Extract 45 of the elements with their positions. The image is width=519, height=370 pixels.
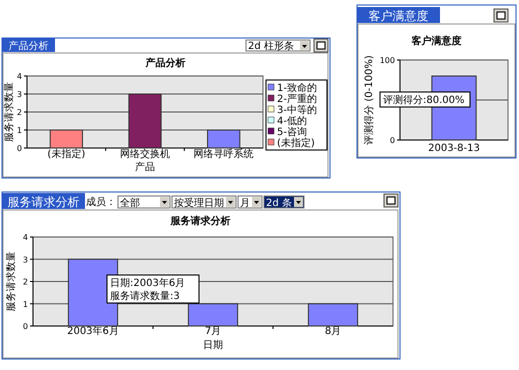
x-axis-title: 产品 xyxy=(135,161,155,173)
text: 服务请求分析 xyxy=(8,195,80,209)
y-tick-label: 0 xyxy=(16,144,22,153)
y-tick-label: 2 xyxy=(22,278,28,286)
y-tick-label: 4 xyxy=(22,233,28,242)
x-tick-label: 网络寻呼系统 xyxy=(194,148,254,160)
x-axis-title: 日期 xyxy=(203,339,223,351)
x-tick-label: 7月 xyxy=(204,326,222,337)
x-tick-label: 2003年6月 xyxy=(67,325,119,337)
legend-label: 4-低的 xyxy=(277,116,307,127)
y-axis-title: 服务请求数量 xyxy=(5,252,17,312)
legend-label: 2-严重的 xyxy=(277,93,317,105)
x-tick-label: (未指定) xyxy=(47,148,86,160)
text: 2d 条 xyxy=(266,197,292,209)
annotation: 评测得分:80.00% xyxy=(383,94,464,106)
annotation: 日期:2003年6月 xyxy=(110,277,186,289)
legend-label: (未指定) xyxy=(277,137,315,149)
y-tick-label: 3 xyxy=(16,90,22,99)
text: 全部 xyxy=(120,197,140,209)
y-tick-label: 1 xyxy=(22,300,28,309)
text: 客户满意度 xyxy=(368,9,428,23)
y-axis-title: 服务请求数量 xyxy=(3,82,15,142)
chart-title: 服务请求分析 xyxy=(170,215,230,227)
text: 2d 柱形条 xyxy=(248,40,294,52)
legend-label: 5-咨询 xyxy=(277,126,307,138)
text: 按受理日期 xyxy=(174,197,224,209)
y-tick-label: 2 xyxy=(16,108,22,117)
y-tick-label: 0 xyxy=(22,322,28,331)
y-tick-label: 4 xyxy=(16,72,22,81)
x-tick-label: 网络交换机 xyxy=(120,148,170,160)
y-axis-title: 评测得分 (0-100%) xyxy=(363,55,375,145)
legend-label: 1-致命的 xyxy=(277,82,317,94)
chart-title: 客户满意度 xyxy=(410,35,462,47)
y-tick-label: 0 xyxy=(390,136,395,145)
y-tick-label: 1 xyxy=(16,126,22,135)
x-tick-label: 8月 xyxy=(324,326,342,337)
chart-title: 产品分析 xyxy=(144,57,186,69)
legend-label: 3-中等的 xyxy=(277,104,317,116)
annotation: 服务请求数量:3 xyxy=(110,290,180,302)
text: 成员： xyxy=(86,196,116,208)
y-tick-label: 100 xyxy=(380,56,395,65)
x-tick-label: 2003-8-13 xyxy=(428,143,480,154)
text: 月 xyxy=(240,198,250,209)
y-tick-label: 3 xyxy=(22,255,28,264)
text: 产品分析 xyxy=(8,40,48,52)
